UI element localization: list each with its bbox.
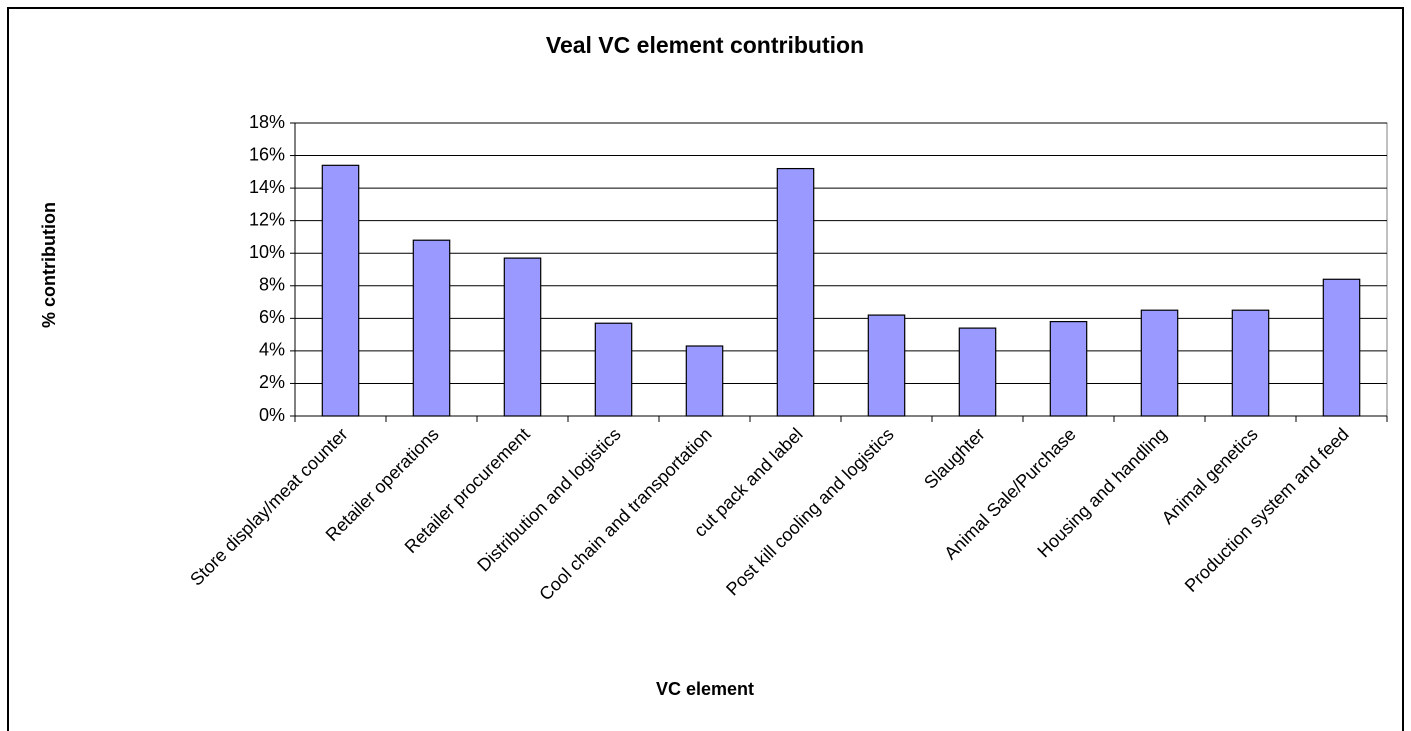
y-tick-label: 4% xyxy=(259,340,285,360)
y-tick-label: 0% xyxy=(259,405,285,425)
y-tick-label: 2% xyxy=(259,372,285,392)
bar xyxy=(958,327,997,417)
y-tick-label: 10% xyxy=(249,242,285,262)
bar xyxy=(685,345,724,417)
y-axis-label: % contribution xyxy=(39,202,59,328)
y-tick-label: 8% xyxy=(259,275,285,295)
y-tick-label: 12% xyxy=(249,209,285,229)
bar xyxy=(1322,278,1361,417)
x-axis-label: VC element xyxy=(656,679,754,699)
y-tick-label: 18% xyxy=(249,112,285,132)
plot-area xyxy=(294,122,1388,417)
bar xyxy=(321,164,360,417)
bar xyxy=(594,322,633,417)
chart-title: Veal VC element contribution xyxy=(546,32,864,58)
y-tick-label: 14% xyxy=(249,177,285,197)
bar xyxy=(776,167,815,417)
y-tick-label: 6% xyxy=(259,307,285,327)
bar xyxy=(1049,320,1088,417)
bar xyxy=(1231,309,1270,417)
bar xyxy=(503,257,542,417)
bar xyxy=(867,314,906,417)
bar xyxy=(1140,309,1179,417)
bar xyxy=(412,239,451,417)
y-tick-label: 16% xyxy=(249,144,285,164)
